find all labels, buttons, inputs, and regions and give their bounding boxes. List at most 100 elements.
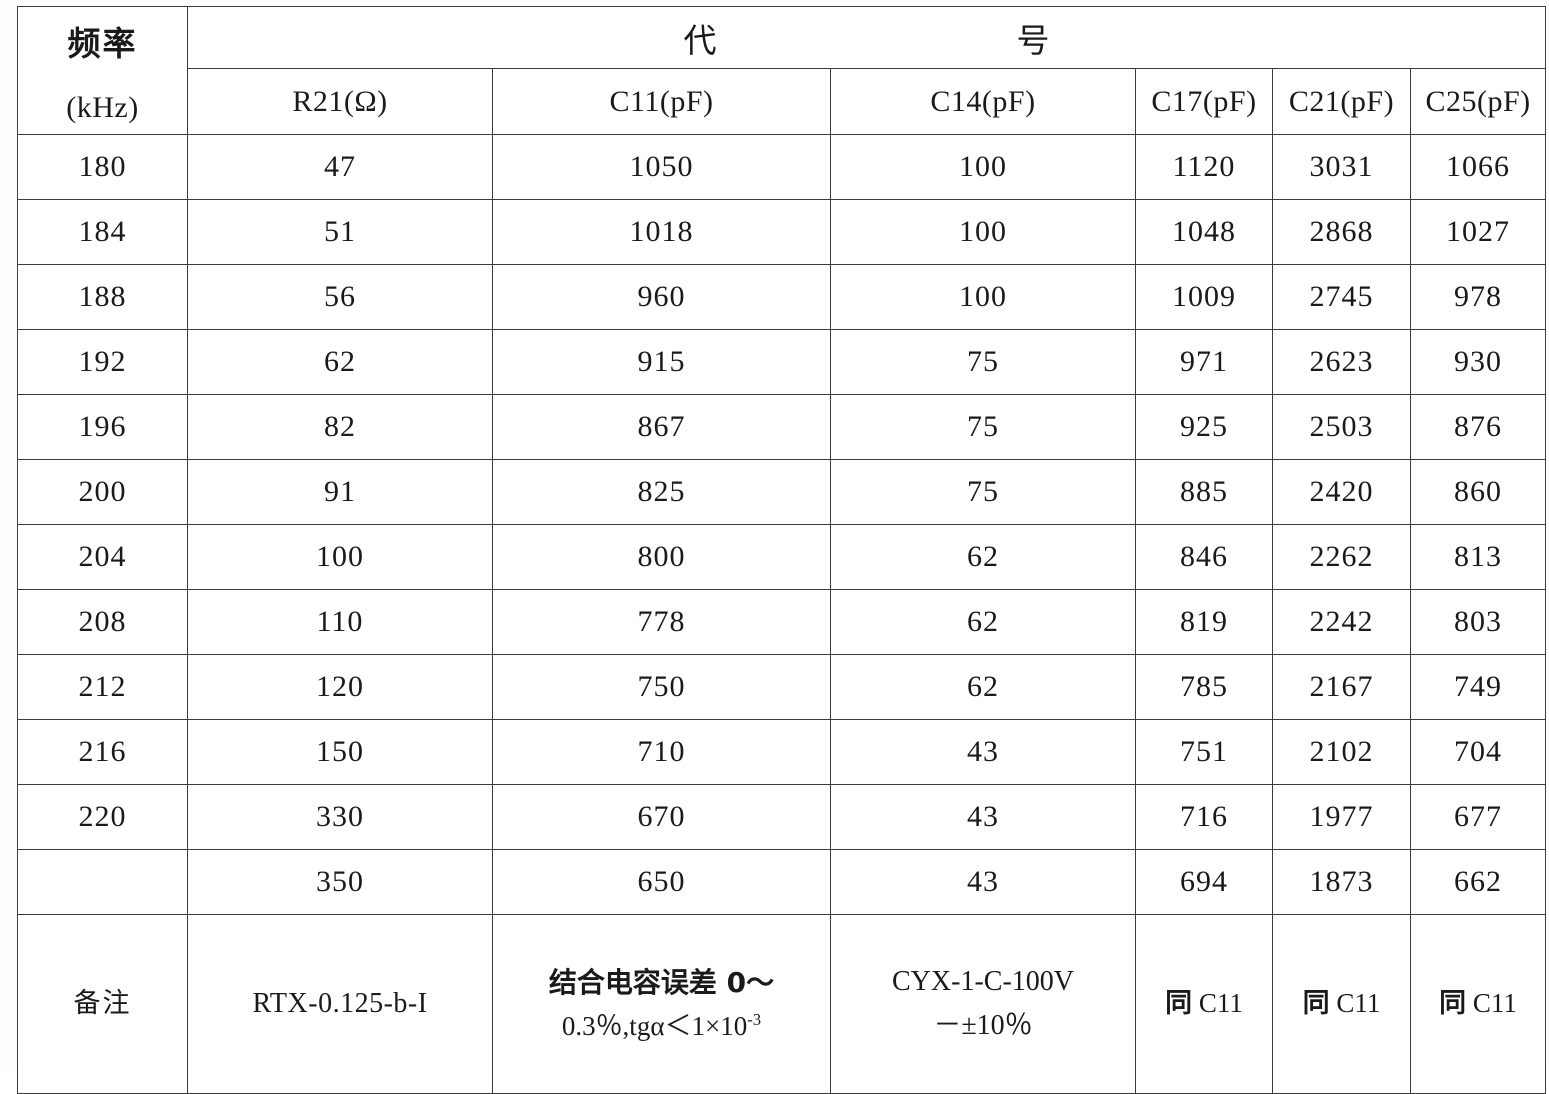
cell-c25: 749: [1409, 654, 1547, 720]
cell-c11: 778: [492, 589, 831, 655]
cell-c21: 2868: [1272, 199, 1411, 265]
cell-r21: 56: [187, 264, 493, 330]
cell-c14: 100: [830, 134, 1136, 200]
header-col-c14: C14(pF): [830, 68, 1136, 135]
notes-row: 备注 RTX-0.125-b-I 结合电容误差 0～ 0.3％,tgα＜1×10…: [17, 914, 1547, 1094]
cell-frequency: 180: [17, 134, 188, 200]
table-body: 180 47 1050 100 1120 3031 1066 184 51 1018 100 1048…: [17, 134, 1547, 915]
cell-c17: 716: [1135, 784, 1273, 850]
specification-table: 频率 (kHz) 代号 R21(Ω) C11(pF) C14(pF) C17(p…: [17, 6, 1547, 1094]
header-group-daihao: 代号: [186, 6, 1547, 69]
cell-c25: 1066: [1409, 134, 1547, 200]
cell-r21: 47: [187, 134, 493, 200]
notes-c17: 同 C11: [1135, 914, 1273, 1094]
table-header: 频率 (kHz) 代号 R21(Ω) C11(pF) C14(pF) C17(p…: [17, 6, 1547, 135]
cell-c17: 971: [1135, 329, 1273, 395]
cell-c21: 2503: [1272, 394, 1411, 460]
table-row: 200 91 825 75 885 2420 860: [17, 459, 1547, 525]
cell-c25: 876: [1409, 394, 1547, 460]
cell-c25: 1027: [1409, 199, 1547, 265]
header-frequency-unit: (kHz): [66, 90, 139, 124]
cell-c14: 75: [830, 459, 1136, 525]
cell-c17: 846: [1135, 524, 1273, 590]
cell-frequency: 220: [17, 784, 188, 850]
cell-c21: 2623: [1272, 329, 1411, 395]
cell-c11: 960: [492, 264, 831, 330]
cell-r21: 82: [187, 394, 493, 460]
cell-frequency: 204: [17, 524, 188, 590]
notes-c14-line2: －±10％: [933, 1010, 1033, 1041]
notes-c25: 同 C11: [1409, 914, 1547, 1094]
cell-c14: 43: [830, 784, 1136, 850]
cell-c17: 925: [1135, 394, 1273, 460]
table-footer: 备注 RTX-0.125-b-I 结合电容误差 0～ 0.3％,tgα＜1×10…: [17, 914, 1547, 1094]
cell-c14: 100: [830, 199, 1136, 265]
cell-c11: 1050: [492, 134, 831, 200]
cell-c17: 1009: [1135, 264, 1273, 330]
notes-c11-line1: 结合电容误差 0～: [548, 965, 775, 999]
notes-c11-alpha: α: [650, 1010, 665, 1041]
header-col-c25: C25(pF): [1409, 68, 1547, 135]
table-row: 216 150 710 43 751 2102 704: [17, 719, 1547, 785]
cell-c17: 751: [1135, 719, 1273, 785]
table-row: 196 82 867 75 925 2503 876: [17, 394, 1547, 460]
cell-frequency: 216: [17, 719, 188, 785]
notes-c11-line2: 0.3％,tgα＜1×10-3: [493, 1005, 830, 1048]
cell-c11: 670: [492, 784, 831, 850]
notes-c11: 结合电容误差 0～ 0.3％,tgα＜1×10-3: [492, 914, 831, 1094]
cell-frequency: 200: [17, 459, 188, 525]
table-row: 212 120 750 62 785 2167 749: [17, 654, 1547, 720]
table-row: 220 330 670 43 716 1977 677: [17, 784, 1547, 850]
header-col-r21: R21(Ω): [187, 68, 493, 135]
cell-frequency: 192: [17, 329, 188, 395]
cell-c21: 1977: [1272, 784, 1411, 850]
cell-r21: 62: [187, 329, 493, 395]
cell-frequency: 184: [17, 199, 188, 265]
cell-c11: 750: [492, 654, 831, 720]
cell-c21: 2242: [1272, 589, 1411, 655]
notes-r21: RTX-0.125-b-I: [187, 914, 493, 1094]
cell-c21: 2420: [1272, 459, 1411, 525]
cell-r21: 350: [187, 849, 493, 915]
table-row: 350 650 43 694 1873 662: [17, 849, 1547, 915]
cell-c21: 1873: [1272, 849, 1411, 915]
cell-c11: 710: [492, 719, 831, 785]
cell-c17: 885: [1135, 459, 1273, 525]
cell-c11: 915: [492, 329, 831, 395]
header-group-char-2: 号: [1016, 20, 1050, 60]
cell-c21: 3031: [1272, 134, 1411, 200]
cell-r21: 91: [187, 459, 493, 525]
table-row: 184 51 1018 100 1048 2868 1027: [17, 199, 1547, 265]
notes-c21: 同 C11: [1272, 914, 1411, 1094]
notes-c11-line2-b: ＜1×10: [664, 1010, 748, 1041]
cell-c14: 43: [830, 719, 1136, 785]
header-col-c21: C21(pF): [1272, 68, 1411, 135]
header-col-c11: C11(pF): [492, 68, 831, 135]
header-group-char-1: 代: [683, 20, 717, 60]
notes-c11-exponent: -3: [747, 1009, 762, 1029]
header-row-group: 频率 (kHz) 代号: [17, 6, 1547, 135]
cell-c11: 650: [492, 849, 831, 915]
header-frequency-label: 频率: [67, 23, 138, 63]
cell-c21: 2262: [1272, 524, 1411, 590]
notes-label: 备注: [17, 914, 188, 1094]
cell-c17: 694: [1135, 849, 1273, 915]
cell-c21: 2102: [1272, 719, 1411, 785]
cell-frequency: 196: [17, 394, 188, 460]
cell-c14: 62: [830, 589, 1136, 655]
cell-c25: 860: [1409, 459, 1547, 525]
cell-c17: 1048: [1135, 199, 1273, 265]
cell-c21: 2167: [1272, 654, 1411, 720]
cell-c25: 662: [1409, 849, 1547, 915]
cell-frequency: [17, 849, 188, 915]
cell-c25: 677: [1409, 784, 1547, 850]
notes-c14-line1: CYX-1-C-100V: [892, 965, 1074, 997]
cell-c25: 803: [1409, 589, 1547, 655]
cell-c14: 62: [830, 524, 1136, 590]
cell-c25: 930: [1409, 329, 1547, 395]
cell-c11: 1018: [492, 199, 831, 265]
cell-c14: 43: [830, 849, 1136, 915]
cell-r21: 100: [187, 524, 493, 590]
table-row: 180 47 1050 100 1120 3031 1066: [17, 134, 1547, 200]
table-row: 188 56 960 100 1009 2745 978: [17, 264, 1547, 330]
